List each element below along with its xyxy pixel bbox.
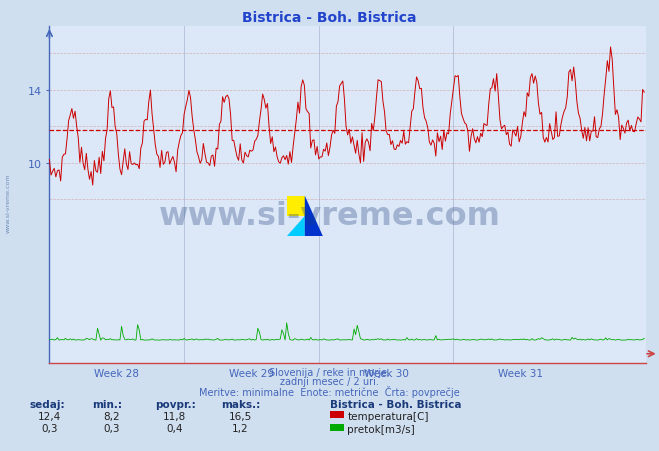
Text: Bistrica - Boh. Bistrica: Bistrica - Boh. Bistrica xyxy=(243,11,416,25)
Text: temperatura[C]: temperatura[C] xyxy=(347,411,429,421)
Text: Bistrica - Boh. Bistrica: Bistrica - Boh. Bistrica xyxy=(330,399,461,409)
Text: sedaj:: sedaj: xyxy=(30,399,65,409)
Text: 12,4: 12,4 xyxy=(38,411,61,421)
Text: Slovenija / reke in morje.: Slovenija / reke in morje. xyxy=(269,368,390,377)
Text: 0,3: 0,3 xyxy=(103,423,121,433)
Text: Meritve: minimalne  Enote: metrične  Črta: povprečje: Meritve: minimalne Enote: metrične Črta:… xyxy=(199,386,460,398)
Text: 8,2: 8,2 xyxy=(103,411,121,421)
Text: 0,4: 0,4 xyxy=(166,423,183,433)
Text: 16,5: 16,5 xyxy=(229,411,252,421)
Text: www.si-vreme.com: www.si-vreme.com xyxy=(5,173,11,233)
Text: 0,3: 0,3 xyxy=(41,423,58,433)
Polygon shape xyxy=(304,196,323,237)
Text: pretok[m3/s]: pretok[m3/s] xyxy=(347,424,415,434)
Text: 11,8: 11,8 xyxy=(163,411,186,421)
Text: min.:: min.: xyxy=(92,399,123,409)
Text: maks.:: maks.: xyxy=(221,399,260,409)
Text: www.si-vreme.com: www.si-vreme.com xyxy=(159,201,500,232)
Text: zadnji mesec / 2 uri.: zadnji mesec / 2 uri. xyxy=(280,377,379,387)
Text: 1,2: 1,2 xyxy=(232,423,249,433)
Bar xyxy=(287,196,304,216)
Polygon shape xyxy=(287,216,304,237)
Text: povpr.:: povpr.: xyxy=(155,399,196,409)
